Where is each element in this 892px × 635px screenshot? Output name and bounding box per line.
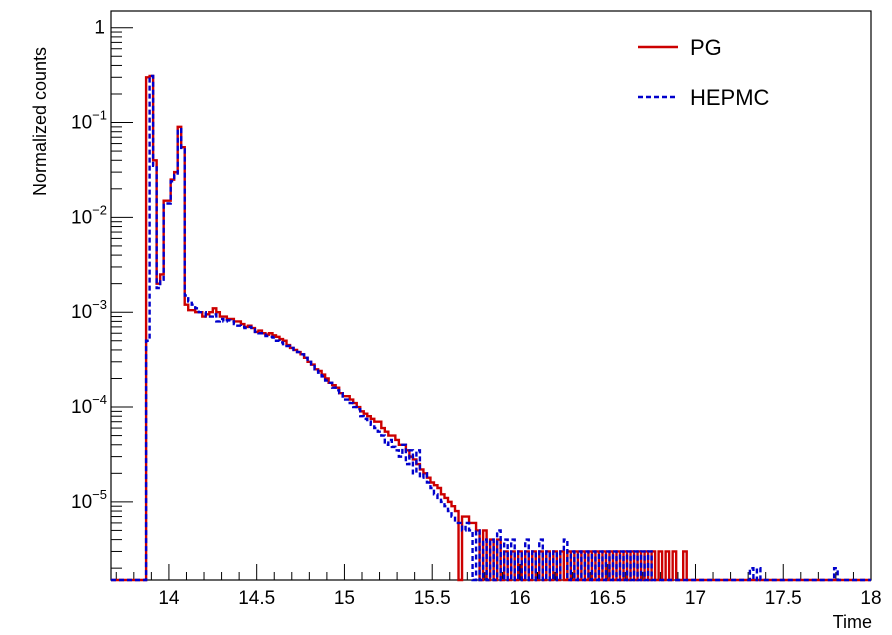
y-tick-label: 10−1 (71, 108, 107, 134)
legend-label-hepmc: HEPMC (690, 85, 770, 110)
y-axis-title: Normalized counts (30, 47, 50, 196)
x-tick-label: 18 (860, 588, 881, 609)
series-layer (111, 74, 871, 582)
x-tick-label: 15.5 (414, 588, 451, 609)
x-tick-label: 17.5 (765, 588, 802, 609)
y-tick-label: 10−2 (71, 202, 107, 228)
x-tick-label: 14.5 (238, 588, 275, 609)
x-axis-title: Time (833, 612, 872, 632)
y-tick-label: 10−4 (71, 392, 107, 418)
series-line-hepmc (111, 74, 871, 582)
x-tick-label: 16.5 (589, 588, 626, 609)
x-tick-label: 15 (334, 588, 355, 609)
axes-layer: 14 14.5 15 15.5 16 16.5 17 17.5 18 1 10−1 10−2 10−3 1… (71, 10, 882, 609)
legend: PG HEPMC (638, 35, 770, 110)
y-tick-label: 10−5 (71, 487, 107, 513)
x-tick-label: 17 (685, 588, 706, 609)
legend-label-pg: PG (690, 35, 722, 60)
x-tick-label: 14 (158, 588, 180, 609)
x-tick-label: 16 (509, 588, 530, 609)
y-tick-label: 10−3 (71, 297, 107, 323)
y-tick-label: 1 (94, 18, 105, 39)
